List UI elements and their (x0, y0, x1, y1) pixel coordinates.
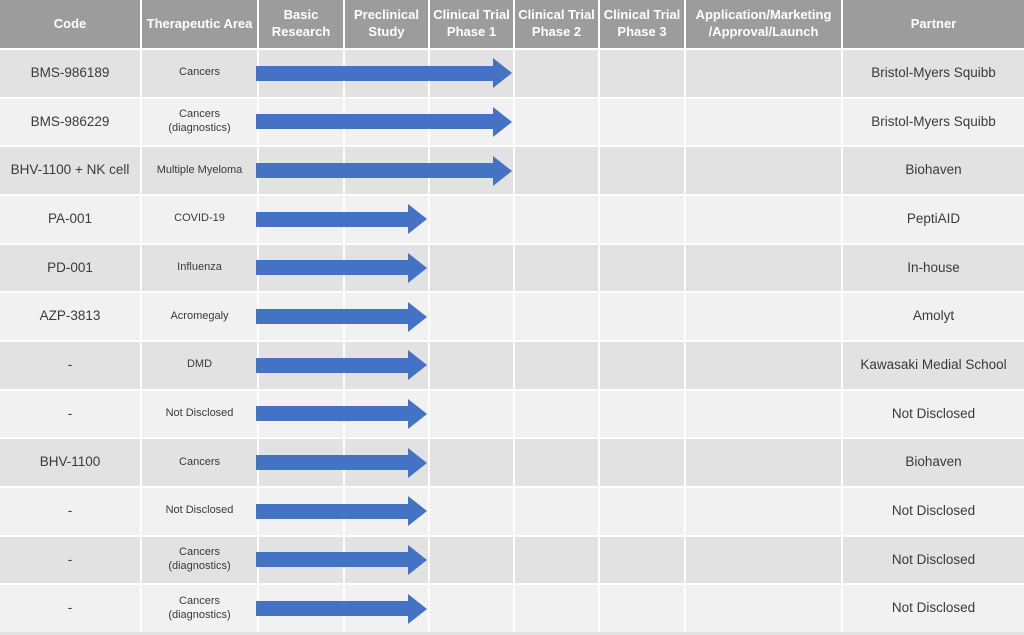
progress-arrow-head (408, 301, 427, 332)
code-cell: BHV-1100 + NK cell (0, 147, 140, 194)
column-header-basic-research: Basic Research (259, 0, 343, 48)
pipeline-stage-area (256, 293, 841, 340)
progress-arrow-shaft (256, 406, 408, 422)
code-cell: AZP-3813 (0, 293, 140, 340)
therapeutic-area-cell: Cancers (diagnostics) (142, 536, 257, 584)
progress-arrow-head (408, 593, 427, 624)
column-header-therapeutic-area: Therapeutic Area (142, 0, 257, 48)
therapeutic-area-cell: Multiple Myeloma (142, 147, 257, 194)
partner-cell: Amolyt (843, 293, 1024, 340)
pipeline-stage-area (256, 390, 841, 438)
progress-arrow-head (493, 106, 512, 137)
column-header-application-marketing-approval-launch: Application/Marketing /Approval/Launch (686, 0, 841, 48)
pipeline-stage-area (256, 585, 841, 632)
progress-arrow (256, 252, 427, 283)
partner-cell: Biohaven (843, 147, 1024, 194)
progress-arrow (256, 496, 427, 527)
therapeutic-area-cell: Cancers (142, 50, 257, 97)
progress-arrow-shaft (256, 114, 493, 130)
code-cell: - (0, 390, 140, 438)
progress-arrow-shaft (256, 211, 408, 227)
pipeline-stage-area (256, 50, 841, 97)
partner-cell: Not Disclosed (843, 488, 1024, 535)
progress-arrow-head (408, 544, 427, 575)
progress-arrow-shaft (256, 163, 493, 179)
progress-arrow-head (408, 398, 427, 429)
therapeutic-area-cell: Not Disclosed (142, 488, 257, 535)
progress-arrow (256, 447, 427, 478)
pipeline-stage-area (256, 342, 841, 389)
partner-cell: Bristol-Myers Squibb (843, 50, 1024, 97)
progress-arrow-head (408, 447, 427, 478)
progress-arrow (256, 204, 427, 235)
progress-arrow-head (493, 155, 512, 186)
therapeutic-area-cell: Not Disclosed (142, 390, 257, 438)
partner-cell: Bristol-Myers Squibb (843, 98, 1024, 146)
code-cell: PA-001 (0, 196, 140, 243)
pipeline-stage-area (256, 439, 841, 486)
partner-cell: In-house (843, 244, 1024, 292)
progress-arrow-shaft (256, 309, 408, 325)
code-cell: BHV-1100 (0, 439, 140, 486)
pipeline-stage-area (256, 488, 841, 535)
therapeutic-area-cell: Cancers (diagnostics) (142, 585, 257, 632)
therapeutic-area-cell: DMD (142, 342, 257, 389)
progress-arrow-shaft (256, 601, 408, 617)
pipeline-stage-area (256, 244, 841, 292)
pipeline-stage-area (256, 536, 841, 584)
column-header-preclinical-study: Preclinical Study (345, 0, 428, 48)
therapeutic-area-cell: Cancers (diagnostics) (142, 98, 257, 146)
partner-cell: Kawasaki Medial School (843, 342, 1024, 389)
partner-cell: Not Disclosed (843, 390, 1024, 438)
progress-arrow-shaft (256, 357, 408, 373)
progress-arrow-head (493, 58, 512, 89)
pipeline-stage-area (256, 147, 841, 194)
column-header-partner: Partner (843, 0, 1024, 48)
partner-cell: PeptiAID (843, 196, 1024, 243)
pipeline-stage-area (256, 98, 841, 146)
partner-cell: Biohaven (843, 439, 1024, 486)
code-cell: BMS-986229 (0, 98, 140, 146)
progress-arrow (256, 155, 512, 186)
progress-arrow-shaft (256, 65, 493, 81)
progress-arrow-head (408, 204, 427, 235)
code-cell: - (0, 488, 140, 535)
progress-arrow-head (408, 252, 427, 283)
progress-arrow-head (408, 350, 427, 381)
column-header-code: Code (0, 0, 140, 48)
progress-arrow-shaft (256, 552, 408, 568)
progress-arrow (256, 350, 427, 381)
partner-cell: Not Disclosed (843, 585, 1024, 632)
progress-arrow (256, 106, 512, 137)
therapeutic-area-cell: Influenza (142, 244, 257, 292)
progress-arrow-shaft (256, 503, 408, 519)
progress-arrow-shaft (256, 260, 408, 276)
column-header-clinical-trial-phase-2: Clinical Trial Phase 2 (515, 0, 598, 48)
column-header-clinical-trial-phase-3: Clinical Trial Phase 3 (600, 0, 684, 48)
code-cell: - (0, 342, 140, 389)
progress-arrow-head (408, 496, 427, 527)
progress-arrow (256, 301, 427, 332)
code-cell: - (0, 536, 140, 584)
progress-arrow-shaft (256, 455, 408, 471)
partner-cell: Not Disclosed (843, 536, 1024, 584)
therapeutic-area-cell: Cancers (142, 439, 257, 486)
progress-arrow (256, 398, 427, 429)
progress-arrow (256, 544, 427, 575)
code-cell: BMS-986189 (0, 50, 140, 97)
column-header-clinical-trial-phase-1: Clinical Trial Phase 1 (430, 0, 513, 48)
progress-arrow (256, 593, 427, 624)
code-cell: - (0, 585, 140, 632)
pipeline-stage-area (256, 196, 841, 243)
therapeutic-area-cell: COVID-19 (142, 196, 257, 243)
table-bottom-edge (0, 632, 1024, 635)
therapeutic-area-cell: Acromegaly (142, 293, 257, 340)
progress-arrow (256, 58, 512, 89)
code-cell: PD-001 (0, 244, 140, 292)
